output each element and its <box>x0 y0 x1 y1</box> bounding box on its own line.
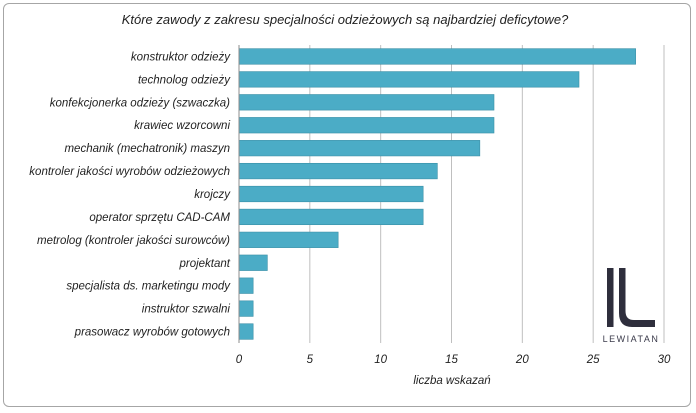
category-label: mechanik (mechatronik) maszyn <box>64 143 230 155</box>
category-label: projektant <box>178 258 230 270</box>
bar <box>238 231 339 248</box>
bar <box>238 323 254 340</box>
bar <box>238 71 580 88</box>
bar <box>238 254 268 271</box>
bar <box>238 185 424 203</box>
category-label: kontroler jakości wyrobów odzieżowych <box>29 166 230 178</box>
category-label: technolog odzieży <box>138 74 231 86</box>
x-tick-label: 0 <box>236 354 243 366</box>
bar <box>238 117 495 134</box>
x-axis-title: liczba wskazań <box>413 375 490 387</box>
chart-frame <box>3 3 691 407</box>
category-label: specjalista ds. marketingu mody <box>66 281 231 293</box>
x-tick-label: 20 <box>515 354 529 366</box>
category-label: prasowacz wyrobów gotowych <box>74 327 230 339</box>
category-label: metrolog (kontroler jakości surowców) <box>37 235 230 247</box>
category-label: krojczy <box>194 189 231 201</box>
bar <box>238 277 254 294</box>
category-label: instruktor szwalni <box>142 304 231 316</box>
lewiatan-logo-icon <box>607 268 655 327</box>
chart-title: Które zawody z zakresu specjalności odzi… <box>122 12 569 27</box>
bar <box>238 94 495 111</box>
category-label: konfekcjonerka odzieży (szwaczka) <box>50 97 230 109</box>
category-label: krawiec wzorcowni <box>134 120 230 132</box>
bar <box>238 208 424 226</box>
bar <box>238 162 438 180</box>
x-tick-label: 30 <box>658 354 671 366</box>
bar <box>238 48 636 65</box>
category-labels: konstruktor odzieży technolog odzieży konf… <box>29 51 231 338</box>
bars <box>238 48 636 340</box>
x-tick-label: 15 <box>445 354 458 366</box>
bar <box>238 300 254 317</box>
x-tick-label: 25 <box>586 354 600 366</box>
x-tick-label: 10 <box>374 354 387 366</box>
lewiatan-logo-text: LEWIATAN <box>603 334 660 344</box>
category-label: operator sprzętu CAD-CAM <box>89 212 230 224</box>
x-tick-labels: 0 5 10 15 20 25 30 <box>236 354 671 366</box>
category-label: konstruktor odzieży <box>131 51 231 63</box>
lewiatan-logo: LEWIATAN <box>603 268 660 344</box>
x-tick-label: 5 <box>307 354 314 366</box>
bar <box>238 140 481 157</box>
